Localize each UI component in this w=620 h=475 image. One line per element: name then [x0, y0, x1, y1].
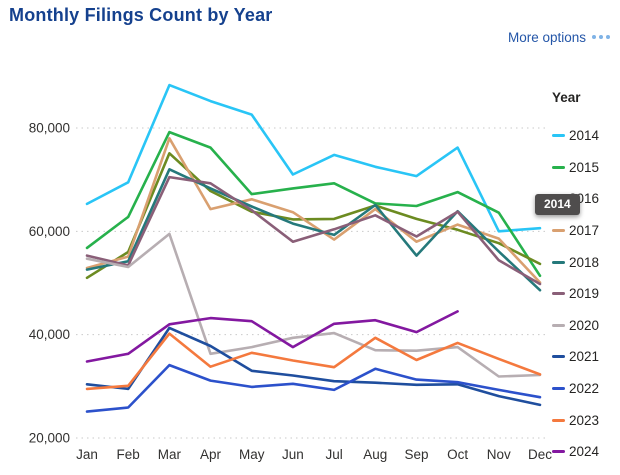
- legend-label: 2022: [569, 381, 600, 397]
- legend-label: 2023: [569, 412, 600, 428]
- x-axis-tick-label: Aug: [363, 447, 387, 462]
- legend-item-2019[interactable]: 2019: [552, 278, 618, 310]
- legend-swatch: [552, 450, 565, 454]
- legend-label: 2015: [569, 159, 600, 175]
- legend-swatch: [552, 229, 565, 233]
- legend-label: 2017: [569, 223, 600, 239]
- legend-swatch: [552, 418, 565, 422]
- series-line-2023[interactable]: [85, 332, 542, 391]
- legend-swatch: [552, 292, 565, 296]
- x-axis-tick-label: Feb: [117, 447, 140, 462]
- series-line-2021[interactable]: [85, 326, 542, 407]
- x-axis-tick-label: Jan: [76, 447, 98, 462]
- x-axis-tick-label: Sep: [404, 447, 428, 462]
- series-line-2014[interactable]: [85, 83, 542, 233]
- legend-swatch: [552, 134, 565, 138]
- more-options-button[interactable]: More options: [496, 27, 614, 47]
- legend-item-2020[interactable]: 2020: [552, 310, 618, 342]
- legend-label: 2018: [569, 254, 600, 270]
- legend-swatch: [552, 355, 565, 359]
- legend-items: 2014 2015 2016 2017 2018 2019 2020 2021 2022 2023…: [552, 120, 618, 468]
- x-axis-tick-label: Oct: [447, 447, 468, 462]
- legend-label: 2021: [569, 349, 600, 365]
- series-line-2019[interactable]: [85, 175, 542, 286]
- legend-item-2024[interactable]: 2024: [552, 436, 618, 468]
- y-axis-tick-label: 60,000: [29, 224, 70, 239]
- legend-label: 2020: [569, 317, 600, 333]
- x-axis-tick-label: Jun: [282, 447, 304, 462]
- series-line-2024[interactable]: [85, 310, 459, 363]
- legend-title: Year: [552, 90, 581, 105]
- more-options-label: More options: [507, 29, 586, 45]
- legend-item-2014[interactable]: 2014: [552, 120, 618, 152]
- x-axis-tick-label: Apr: [200, 447, 222, 462]
- legend-item-2015[interactable]: 2015: [552, 152, 618, 184]
- legend-label: 2014: [569, 128, 600, 144]
- legend-item-2022[interactable]: 2022: [552, 373, 618, 405]
- series-line-2022[interactable]: [85, 363, 542, 413]
- series-line-2017[interactable]: [85, 137, 542, 284]
- legend-item-2023[interactable]: 2023: [552, 404, 618, 436]
- ellipsis-icon[interactable]: [592, 35, 614, 39]
- series-line-2015[interactable]: [85, 130, 542, 278]
- y-axis-tick-label: 40,000: [29, 327, 70, 342]
- legend-swatch: [552, 260, 565, 264]
- legend-item-2018[interactable]: 2018: [552, 246, 618, 278]
- tooltip-badge: 2014: [535, 194, 580, 215]
- legend: Year 2014 2015 2016 2017 2018 2019 2020 2021 202…: [552, 86, 618, 468]
- series-line-2016[interactable]: [85, 152, 542, 280]
- legend-item-2017[interactable]: 2017: [552, 215, 618, 247]
- x-axis-tick-label: Dec: [528, 447, 552, 462]
- x-axis-tick-label: Mar: [158, 447, 182, 462]
- x-axis-tick-label: May: [239, 447, 265, 462]
- legend-swatch: [552, 387, 565, 391]
- page-title: Monthly Filings Count by Year: [9, 5, 273, 25]
- y-axis-tick-label: 80,000: [29, 121, 70, 136]
- series-line-2020[interactable]: [85, 232, 542, 378]
- legend-swatch: [552, 165, 565, 169]
- y-axis-tick-label: 20,000: [29, 431, 70, 446]
- legend-swatch: [552, 323, 565, 327]
- x-axis-tick-label: Nov: [487, 447, 511, 462]
- x-axis-tick-label: Jul: [325, 447, 342, 462]
- legend-label: 2019: [569, 286, 600, 302]
- legend-item-2021[interactable]: 2021: [552, 341, 618, 373]
- legend-label: 2024: [569, 444, 600, 460]
